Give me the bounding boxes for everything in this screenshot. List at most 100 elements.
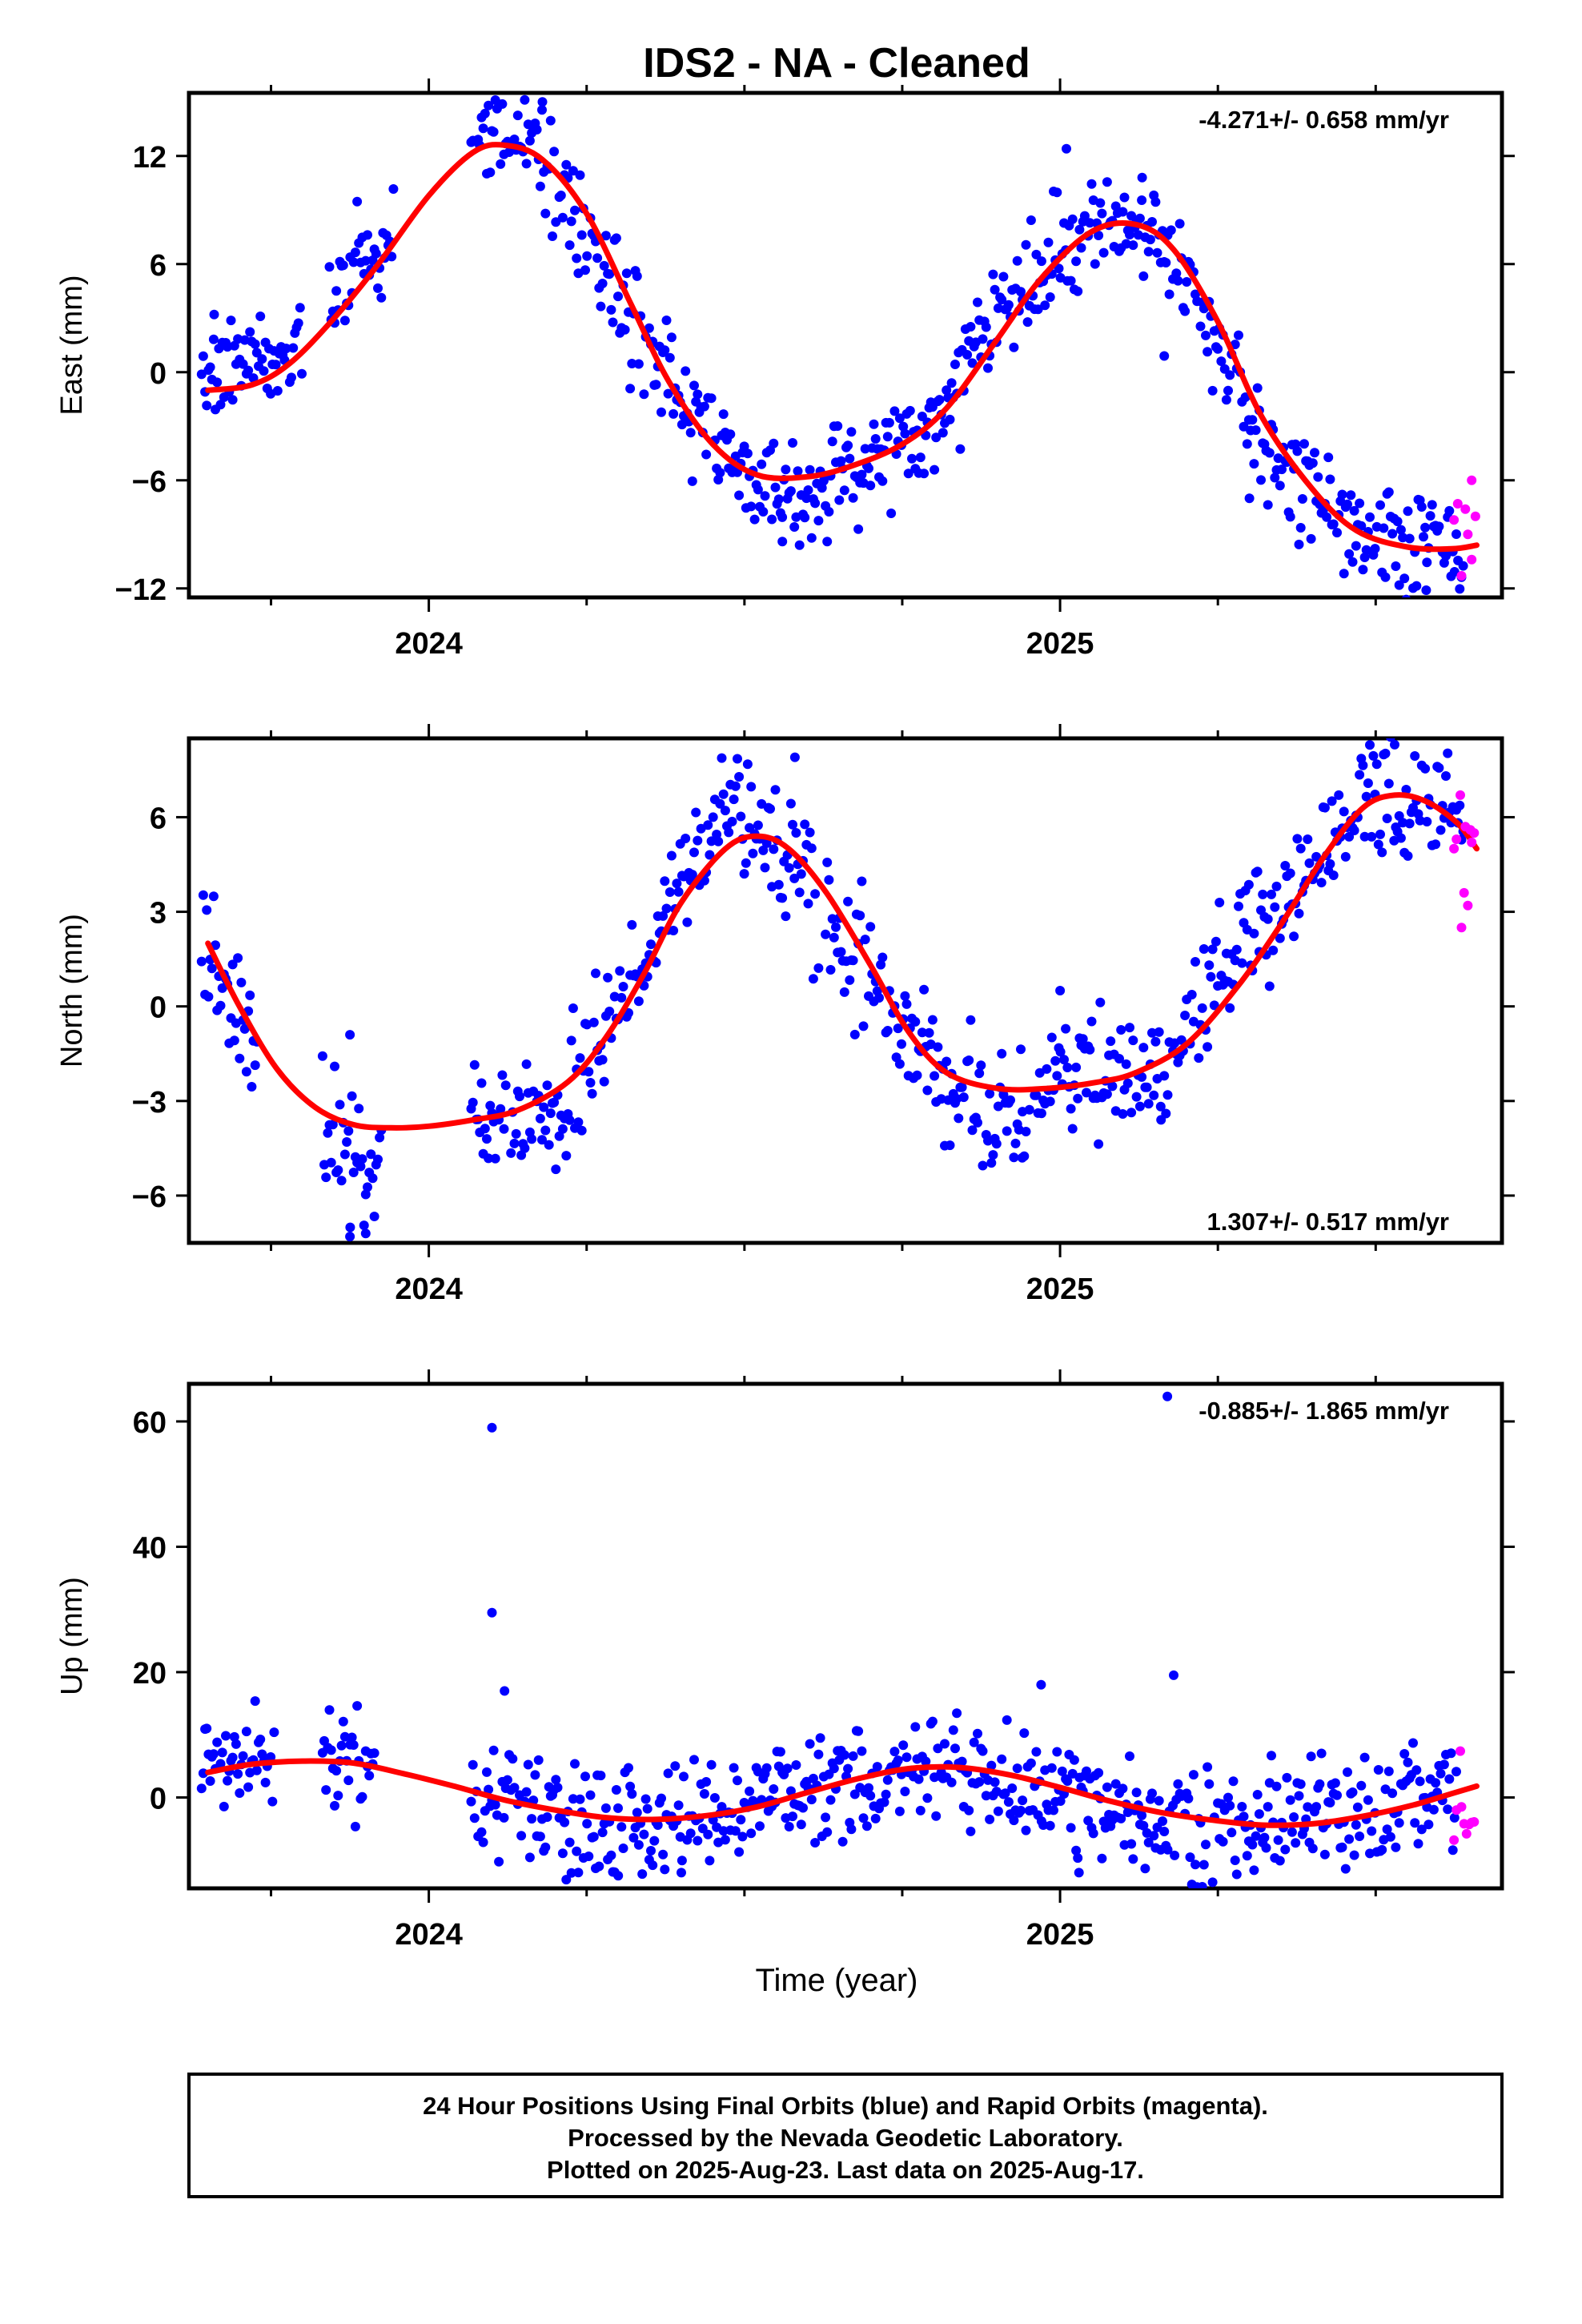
- final-orbit-point: [886, 509, 897, 518]
- final-orbit-point: [806, 843, 817, 854]
- final-orbit-point: [227, 959, 238, 970]
- final-orbit-outlier: [777, 537, 788, 547]
- final-orbit-point: [788, 819, 797, 830]
- final-orbit-point: [627, 1789, 637, 1799]
- final-orbit-point: [575, 170, 585, 180]
- final-orbit-point: [986, 1158, 997, 1168]
- final-orbit-point: [594, 1861, 604, 1872]
- final-orbit-point: [651, 380, 661, 390]
- final-orbit-point: [1206, 971, 1216, 982]
- final-orbit-point: [1297, 494, 1307, 504]
- final-orbit-point: [557, 1848, 568, 1859]
- final-orbit-point: [357, 1791, 367, 1802]
- final-orbit-point: [997, 1754, 1007, 1764]
- final-orbit-point: [376, 292, 387, 303]
- x-tick-label: 2024: [395, 1918, 463, 1952]
- final-orbit-point: [1294, 1791, 1304, 1801]
- final-orbit-point: [235, 1788, 245, 1798]
- final-orbit-point: [516, 1831, 527, 1841]
- final-orbit-point: [587, 1088, 597, 1099]
- final-orbit-point: [611, 233, 621, 243]
- final-orbit-point: [1225, 1003, 1235, 1013]
- final-orbit-point: [468, 1097, 478, 1108]
- final-orbit-point: [1118, 1109, 1128, 1119]
- final-orbit-point: [608, 317, 618, 328]
- final-orbit-point: [616, 1822, 627, 1832]
- final-orbit-point: [755, 1821, 765, 1831]
- final-orbit-point: [1016, 287, 1026, 297]
- final-orbit-point: [1455, 584, 1465, 594]
- final-orbit-point: [805, 827, 815, 838]
- final-orbit-point: [1097, 208, 1107, 219]
- final-orbit-point: [1216, 356, 1227, 367]
- final-orbit-point: [1420, 763, 1431, 774]
- final-orbit-point: [1009, 342, 1019, 352]
- final-orbit-point: [551, 1775, 561, 1785]
- y-tick-label: 60: [133, 1406, 167, 1440]
- up-panel: 2024 2025 0 20 40 60 Up (mm) -0.885+/- 1.865 mm…: [55, 1369, 1515, 1952]
- final-orbit-point: [485, 1100, 496, 1111]
- final-orbit-point: [238, 1751, 248, 1761]
- final-orbit-point: [1271, 881, 1282, 891]
- final-orbit-point: [633, 1839, 644, 1850]
- final-orbit-point: [497, 99, 508, 109]
- final-orbit-point: [1275, 1856, 1285, 1866]
- final-orbit-point: [1294, 908, 1304, 919]
- final-orbit-point: [1371, 759, 1382, 770]
- final-orbit-point: [236, 977, 247, 987]
- final-orbit-point: [1086, 179, 1097, 189]
- final-orbit-point: [922, 1085, 933, 1096]
- final-orbit-point: [1199, 944, 1209, 954]
- final-orbit-point: [248, 373, 259, 384]
- plot-frame: [187, 90, 1504, 600]
- final-orbit-point: [788, 438, 797, 448]
- final-orbit-point: [251, 1765, 262, 1775]
- final-orbit-point: [1452, 1767, 1461, 1777]
- final-orbit-point: [1026, 1758, 1036, 1768]
- final-orbit-point: [1429, 726, 1439, 735]
- final-orbit-point: [946, 1777, 957, 1787]
- final-orbit-point: [848, 493, 858, 503]
- final-orbit-point: [1223, 385, 1233, 396]
- final-orbit-point: [1152, 247, 1162, 258]
- final-orbit-point: [1155, 1101, 1166, 1112]
- final-orbit-point: [921, 1756, 931, 1767]
- final-orbit-point: [588, 1831, 599, 1842]
- final-orbit-point: [1045, 292, 1055, 302]
- final-orbit-point: [1444, 505, 1455, 516]
- final-orbit-point: [849, 1789, 860, 1799]
- final-orbit-point: [326, 1745, 336, 1755]
- final-orbit-point: [734, 1847, 745, 1857]
- final-orbit-point: [663, 1768, 673, 1779]
- final-orbit-point: [297, 368, 307, 379]
- final-orbit-point: [839, 987, 849, 997]
- final-orbit-point: [1095, 198, 1106, 208]
- final-orbit-point: [613, 292, 623, 302]
- final-orbit-point: [488, 1745, 499, 1755]
- final-orbit-point: [791, 828, 801, 838]
- final-orbit-point: [1197, 1882, 1207, 1888]
- final-orbit-point: [215, 1000, 226, 1011]
- final-orbit-point: [1292, 446, 1303, 456]
- final-orbit-point: [540, 1125, 551, 1136]
- final-orbit-point: [903, 468, 913, 479]
- final-orbit-point: [1128, 1854, 1138, 1864]
- final-orbit-point: [1069, 1755, 1079, 1765]
- final-orbit-point: [1000, 1788, 1010, 1799]
- final-orbit-point: [796, 869, 806, 879]
- rapid-orbit-point: [1456, 790, 1465, 800]
- final-orbit-point: [824, 875, 834, 885]
- final-orbit-point: [745, 1786, 755, 1796]
- final-orbit-point: [824, 507, 834, 517]
- final-orbit-point: [603, 972, 613, 983]
- final-orbit-point: [770, 482, 781, 493]
- final-orbit-point: [660, 1864, 670, 1875]
- final-orbit-point: [373, 1154, 383, 1164]
- final-orbit-point: [245, 327, 255, 337]
- final-orbit-point: [1316, 878, 1327, 888]
- final-orbit-point: [770, 785, 781, 795]
- final-orbit-point: [1116, 1025, 1126, 1035]
- final-orbit-point: [1311, 1802, 1322, 1812]
- final-orbit-point: [480, 1124, 490, 1134]
- final-orbit-point: [357, 1154, 367, 1164]
